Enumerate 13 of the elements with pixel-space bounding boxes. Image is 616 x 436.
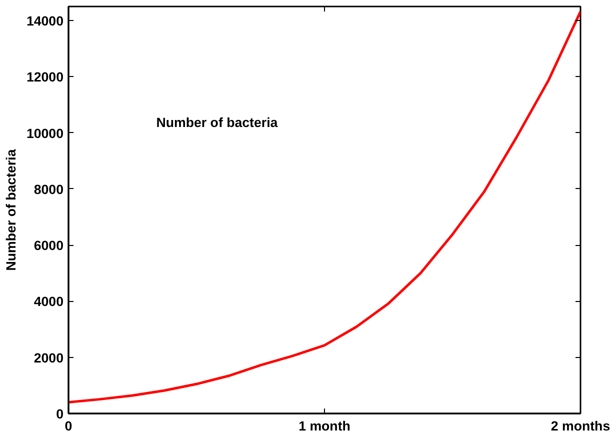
y-axis-title: Number of bacteria: [3, 148, 18, 271]
y-tick-label: 10000: [26, 126, 64, 141]
y-tick-label: 6000: [34, 238, 64, 254]
y-tick-label: 4000: [34, 294, 64, 310]
y-tick-label: 0: [56, 406, 64, 422]
y-tick-label: 14000: [26, 14, 64, 29]
annotation: Number of bacteria: [156, 114, 278, 130]
y-tick-label: 8000: [34, 182, 64, 197]
x-tick-label: 2 months: [550, 418, 610, 434]
y-tick-label: 12000: [26, 70, 64, 85]
y-tick-label: 2000: [34, 350, 64, 366]
line-series: [68, 10, 580, 404]
x-tick-label: 1 month: [298, 418, 350, 434]
